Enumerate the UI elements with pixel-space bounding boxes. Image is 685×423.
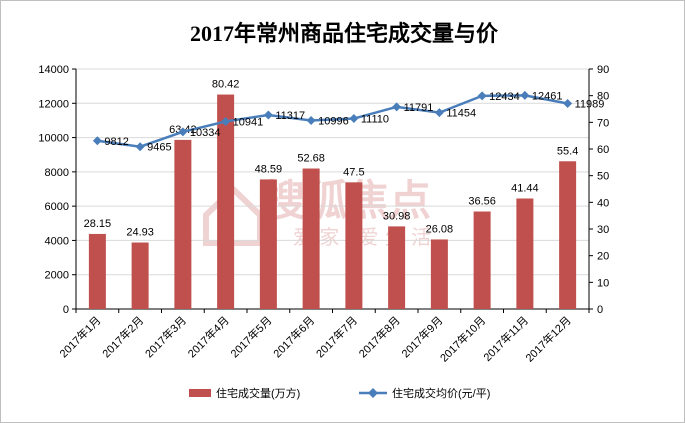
bar-value-label: 55.4 bbox=[557, 145, 578, 157]
line-value-label: 12434 bbox=[489, 91, 520, 103]
bar-value-label: 47.5 bbox=[343, 166, 364, 178]
bar-value-label: 36.56 bbox=[468, 196, 496, 208]
line-point bbox=[306, 115, 316, 125]
price-line bbox=[97, 94, 568, 149]
y-left-tick-label: 8000 bbox=[45, 167, 69, 179]
bar-value-label: 41.44 bbox=[511, 182, 539, 194]
line-value-label: 11454 bbox=[446, 108, 476, 120]
y-left-tick-label: 0 bbox=[63, 304, 69, 316]
bar-data-labels: 28.1524.9363.4280.4248.5952.6847.530.982… bbox=[84, 79, 579, 239]
line-point bbox=[92, 136, 102, 146]
bar bbox=[516, 198, 534, 309]
legend-line-marker bbox=[368, 388, 378, 398]
x-tick-label: 2017年12月 bbox=[522, 313, 573, 364]
x-tick-label: 2017年9月 bbox=[398, 313, 445, 360]
line-value-label: 10996 bbox=[318, 115, 349, 127]
y-left-tick-label: 2000 bbox=[45, 270, 69, 282]
bar-value-label: 80.42 bbox=[212, 79, 240, 91]
x-axis: 2017年1月2017年2月2017年3月2017年4月2017年5月2017年… bbox=[56, 309, 590, 365]
legend-line-label: 住宅成交均价(元/平) bbox=[392, 386, 490, 400]
x-tick-label: 2017年5月 bbox=[227, 313, 274, 360]
legend: 住宅成交量(万方) 住宅成交均价(元/平) bbox=[189, 386, 490, 400]
y-left-tick-label: 6000 bbox=[45, 201, 69, 213]
bar-value-label: 28.15 bbox=[84, 218, 112, 230]
y-right-tick-label: 10 bbox=[597, 277, 609, 289]
x-tick-label: 2017年7月 bbox=[313, 313, 360, 360]
line-value-label: 10941 bbox=[233, 116, 264, 128]
y-right-tick-label: 30 bbox=[597, 224, 609, 236]
bar bbox=[131, 242, 149, 309]
line-data-labels: 9812 9465 10334 10941 11317 10996 11110 11791 11… bbox=[104, 90, 604, 153]
line-value-label: 11791 bbox=[404, 102, 434, 114]
x-tick-label: 2017年4月 bbox=[185, 313, 232, 360]
y-axis-left: 0 2000 4000 6000 8000 10000 12000 14000 bbox=[38, 64, 76, 316]
bar bbox=[473, 211, 491, 309]
line-point bbox=[477, 91, 487, 101]
bar bbox=[388, 226, 406, 309]
bar bbox=[559, 161, 577, 309]
bar bbox=[302, 168, 320, 309]
line-point bbox=[434, 108, 444, 118]
bar bbox=[345, 182, 363, 309]
x-tick-label: 2017年8月 bbox=[356, 313, 403, 360]
y-left-tick-label: 12000 bbox=[38, 98, 69, 110]
line-value-label: 10334 bbox=[190, 127, 221, 139]
y-right-tick-label: 90 bbox=[597, 64, 609, 76]
bar-value-label: 30.98 bbox=[383, 210, 411, 222]
bar-series bbox=[88, 94, 577, 310]
x-tick-label: 2017年10月 bbox=[437, 313, 488, 364]
line-point bbox=[221, 116, 231, 126]
bar bbox=[430, 239, 448, 309]
y-right-tick-label: 40 bbox=[597, 197, 609, 209]
bar-value-label: 24.93 bbox=[126, 227, 154, 239]
bar-value-label: 52.68 bbox=[297, 153, 325, 165]
bar bbox=[217, 94, 235, 310]
x-tick-label: 2017年2月 bbox=[99, 313, 146, 360]
y-left-tick-label: 4000 bbox=[45, 235, 69, 247]
y-right-tick-label: 0 bbox=[597, 304, 603, 316]
legend-bar-swatch bbox=[189, 389, 211, 397]
line-value-label: 9812 bbox=[104, 136, 128, 148]
bar bbox=[174, 139, 192, 309]
line-value-label: 11989 bbox=[575, 98, 605, 110]
line-value-label: 12461 bbox=[532, 90, 563, 102]
y-right-tick-label: 20 bbox=[597, 251, 609, 263]
y-right-tick-label: 70 bbox=[597, 117, 609, 129]
y-right-tick-label: 80 bbox=[597, 91, 609, 103]
x-tick-label: 2017年1月 bbox=[56, 313, 103, 360]
line-value-label: 9465 bbox=[147, 142, 171, 154]
chart-title: 2017年常州商品住宅成交量与价 bbox=[190, 21, 499, 46]
bar-value-label: 26.08 bbox=[426, 223, 454, 235]
line-point bbox=[392, 102, 402, 112]
line-point bbox=[178, 127, 188, 137]
line-value-label: 11110 bbox=[361, 114, 389, 126]
line-point bbox=[563, 98, 573, 108]
bar bbox=[259, 179, 277, 309]
y-left-tick-label: 14000 bbox=[38, 64, 69, 76]
y-left-tick-label: 10000 bbox=[38, 133, 69, 145]
bar-value-label: 48.59 bbox=[255, 163, 283, 175]
bar bbox=[88, 233, 106, 309]
line-point bbox=[135, 142, 145, 152]
line-series bbox=[92, 90, 573, 152]
x-tick-label: 2017年6月 bbox=[270, 313, 317, 360]
gridlines bbox=[76, 68, 589, 310]
line-value-label: 11317 bbox=[275, 110, 305, 122]
legend-bar-label: 住宅成交量(万方) bbox=[216, 386, 300, 400]
line-point bbox=[349, 114, 359, 124]
y-right-tick-label: 50 bbox=[597, 171, 609, 183]
y-right-tick-label: 60 bbox=[597, 144, 609, 156]
line-point bbox=[520, 90, 530, 100]
y-axis-right: 0 10 20 30 40 50 60 70 80 90 bbox=[589, 64, 609, 316]
line-point bbox=[263, 110, 273, 120]
x-tick-label: 2017年3月 bbox=[142, 313, 189, 360]
